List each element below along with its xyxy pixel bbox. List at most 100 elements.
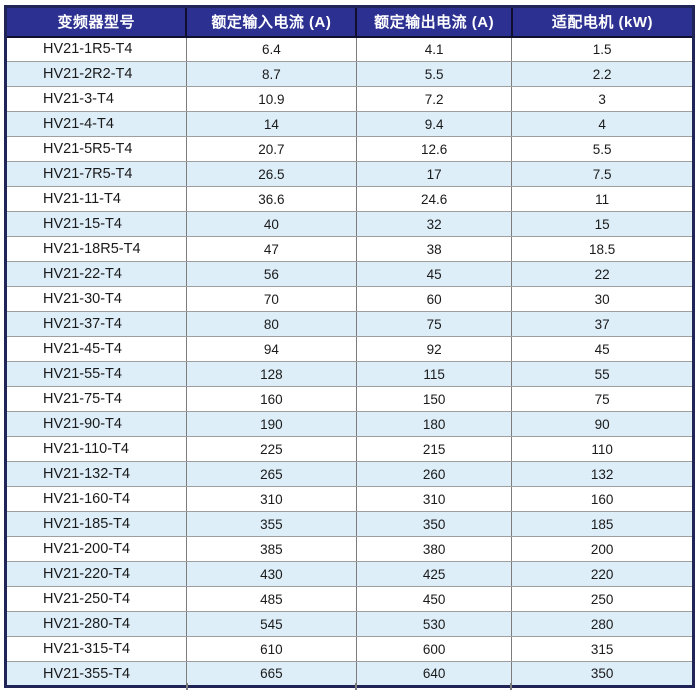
motor-power-cell: 2.2: [511, 61, 694, 87]
output-current-cell: 75: [355, 311, 513, 337]
input-current-cell: 225: [185, 436, 357, 462]
output-current-cell: 260: [355, 461, 513, 487]
motor-power-cell: 110: [511, 436, 694, 462]
motor-power-cell: 200: [511, 536, 694, 562]
model-cell: HV21-1R5-T4: [5, 36, 187, 62]
table-row: HV21-75-T4 160 150 75: [5, 386, 694, 412]
motor-power-cell: 37: [511, 311, 694, 337]
table-row: HV21-200-T4 385 380 200: [5, 536, 694, 562]
grid-tick: [355, 683, 357, 690]
table-row: HV21-355-T4 665 640 350: [5, 661, 694, 687]
input-current-cell: 70: [185, 286, 357, 312]
table-row: HV21-315-T4 610 600 315: [5, 636, 694, 662]
table-row: HV21-22-T4 56 45 22: [5, 261, 694, 287]
input-current-cell: 20.7: [185, 136, 357, 162]
output-current-cell: 640: [355, 661, 513, 687]
input-current-cell: 265: [185, 461, 357, 487]
input-current-cell: 14: [185, 111, 357, 137]
motor-power-cell: 55: [511, 361, 694, 387]
model-cell: HV21-280-T4: [5, 611, 187, 637]
output-current-cell: 380: [355, 536, 513, 562]
model-cell: HV21-45-T4: [5, 336, 187, 362]
motor-power-cell: 185: [511, 511, 694, 537]
model-cell: HV21-90-T4: [5, 411, 187, 437]
model-cell: HV21-18R5-T4: [5, 236, 187, 262]
output-current-cell: 92: [355, 336, 513, 362]
header-input-current: 额定输入电流 (A): [185, 5, 358, 38]
motor-power-cell: 18.5: [511, 236, 694, 262]
header-motor-power: 适配电机 (kW): [510, 5, 695, 38]
output-current-cell: 425: [355, 561, 513, 587]
motor-power-cell: 220: [511, 561, 694, 587]
input-current-cell: 355: [185, 511, 357, 537]
output-current-cell: 150: [355, 386, 513, 412]
output-current-cell: 350: [355, 511, 513, 537]
table-row: HV21-11-T4 36.6 24.6 11: [5, 186, 694, 212]
model-cell: HV21-22-T4: [5, 261, 187, 287]
model-cell: HV21-185-T4: [5, 511, 187, 537]
input-current-cell: 10.9: [185, 86, 357, 112]
output-current-cell: 7.2: [355, 86, 513, 112]
input-current-cell: 310: [185, 486, 357, 512]
input-current-cell: 385: [185, 536, 357, 562]
table-row: HV21-132-T4 265 260 132: [5, 461, 694, 487]
input-current-cell: 665: [185, 661, 357, 687]
model-cell: HV21-15-T4: [5, 211, 187, 237]
model-cell: HV21-200-T4: [5, 536, 187, 562]
output-current-cell: 12.6: [355, 136, 513, 162]
input-current-cell: 40: [185, 211, 357, 237]
model-cell: HV21-160-T4: [5, 486, 187, 512]
table-row: HV21-3-T4 10.9 7.2 3: [5, 86, 694, 112]
input-current-cell: 610: [185, 636, 357, 662]
input-current-cell: 8.7: [185, 61, 357, 87]
output-current-cell: 600: [355, 636, 513, 662]
input-current-cell: 6.4: [185, 36, 357, 62]
motor-power-cell: 350: [511, 661, 694, 687]
model-cell: HV21-3-T4: [5, 86, 187, 112]
motor-power-cell: 1.5: [511, 36, 694, 62]
model-cell: HV21-11-T4: [5, 186, 187, 212]
input-current-cell: 545: [185, 611, 357, 637]
output-current-cell: 60: [355, 286, 513, 312]
table-row: HV21-220-T4 430 425 220: [5, 561, 694, 587]
input-current-cell: 47: [185, 236, 357, 262]
output-current-cell: 530: [355, 611, 513, 637]
output-current-cell: 4.1: [355, 36, 513, 62]
model-cell: HV21-355-T4: [5, 661, 187, 687]
output-current-cell: 5.5: [355, 61, 513, 87]
table-row: HV21-250-T4 485 450 250: [5, 586, 694, 612]
model-cell: HV21-55-T4: [5, 361, 187, 387]
input-current-cell: 56: [185, 261, 357, 287]
output-current-cell: 38: [355, 236, 513, 262]
table-header: 变频器型号 额定输入电流 (A) 额定输出电流 (A) 适配电机 (kW): [4, 5, 695, 38]
motor-power-cell: 30: [511, 286, 694, 312]
input-current-cell: 160: [185, 386, 357, 412]
motor-power-cell: 5.5: [511, 136, 694, 162]
table-row: HV21-15-T4 40 32 15: [5, 211, 694, 237]
motor-power-cell: 7.5: [511, 161, 694, 187]
header-model: 变频器型号: [4, 5, 188, 38]
output-current-cell: 180: [355, 411, 513, 437]
table-row: HV21-45-T4 94 92 45: [5, 336, 694, 362]
table-row: HV21-2R2-T4 8.7 5.5 2.2: [5, 61, 694, 87]
table-row: HV21-7R5-T4 26.5 17 7.5: [5, 161, 694, 187]
output-current-cell: 45: [355, 261, 513, 287]
motor-power-cell: 11: [511, 186, 694, 212]
input-current-cell: 190: [185, 411, 357, 437]
grid-tick: [510, 683, 512, 690]
motor-power-cell: 250: [511, 586, 694, 612]
table-body: HV21-1R5-T4 6.4 4.1 1.5 HV21-2R2-T4 8.7 5.5 2.2…: [5, 36, 694, 687]
output-current-cell: 17: [355, 161, 513, 187]
model-cell: HV21-110-T4: [5, 436, 187, 462]
motor-power-cell: 22: [511, 261, 694, 287]
input-current-cell: 485: [185, 586, 357, 612]
header-output-current: 额定输出电流 (A): [355, 5, 513, 38]
motor-power-cell: 45: [511, 336, 694, 362]
table-row: HV21-1R5-T4 6.4 4.1 1.5: [5, 36, 694, 62]
model-cell: HV21-5R5-T4: [5, 136, 187, 162]
table-row: HV21-90-T4 190 180 90: [5, 411, 694, 437]
motor-power-cell: 75: [511, 386, 694, 412]
table-row: HV21-4-T4 14 9.4 4: [5, 111, 694, 137]
input-current-cell: 430: [185, 561, 357, 587]
